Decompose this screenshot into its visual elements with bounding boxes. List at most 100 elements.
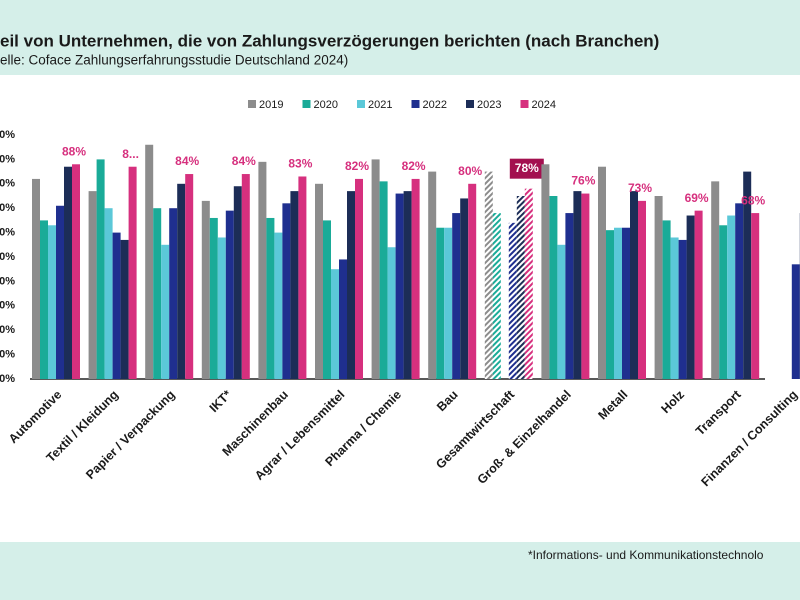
bar: [298, 176, 307, 379]
y-tick-label: 90%: [0, 153, 15, 165]
bar: [694, 210, 703, 379]
bar: [565, 213, 574, 379]
bar: [638, 200, 646, 379]
bar: [161, 244, 170, 379]
bar: [225, 210, 234, 379]
bar: [274, 232, 283, 379]
x-tick-label: IKT*: [207, 387, 235, 415]
bar: [403, 191, 412, 379]
bar: [185, 174, 194, 379]
bar: [630, 191, 638, 379]
legend-label: 2019: [259, 99, 283, 111]
bar: [379, 181, 388, 379]
bar: [233, 186, 242, 379]
bar: [581, 193, 590, 379]
bar: [347, 191, 355, 379]
bar: [686, 215, 695, 379]
bar: [460, 198, 469, 379]
bar: [331, 269, 339, 379]
x-tick-label-group: Automotive: [6, 388, 65, 447]
x-tick-label-group: Metall: [595, 388, 630, 423]
legend-label: 2024: [532, 99, 556, 111]
value-label: 78%: [515, 161, 539, 175]
x-tick-label: Transport: [693, 387, 744, 438]
bar: [48, 225, 56, 379]
bar: [516, 196, 525, 379]
x-tick-label: Automotive: [6, 388, 65, 447]
bar: [395, 193, 404, 379]
x-tick-label: Holz: [658, 388, 687, 417]
bar: [549, 196, 558, 379]
bar: [104, 208, 113, 379]
bar: [96, 159, 105, 379]
footer-band: [0, 542, 800, 600]
legend-swatch: [357, 100, 365, 108]
bar: [112, 232, 121, 379]
bar: [258, 161, 267, 379]
value-label: 8...: [122, 147, 139, 161]
bar: [573, 191, 582, 379]
footnote: *Informations- und Kommunikationstechnol…: [528, 548, 764, 562]
bar: [120, 239, 129, 379]
bar: [209, 217, 218, 379]
x-tick-label-group: Bau: [434, 388, 461, 415]
bar: [751, 213, 760, 379]
bar: [452, 213, 461, 379]
bar: [290, 191, 299, 379]
bar: [662, 220, 671, 379]
bar: [492, 213, 501, 379]
y-tick-label: 70%: [0, 202, 15, 214]
x-tick-label-group: Groß- & Einzelhandel: [475, 388, 574, 487]
bar: [727, 215, 736, 379]
legend-label: 2020: [314, 99, 338, 111]
bar: [201, 200, 210, 379]
bar: [217, 237, 226, 379]
value-label: 88%: [62, 144, 86, 158]
legend-swatch: [248, 100, 256, 108]
x-tick-label-group: Holz: [658, 388, 687, 417]
x-tick-label-group: IKT*: [207, 387, 235, 415]
bar: [791, 264, 800, 379]
legend-label: 2023: [477, 99, 501, 111]
x-tick-label: Bau: [434, 388, 461, 415]
y-tick-label: 50%: [0, 251, 15, 263]
value-label: 84%: [175, 154, 199, 168]
bar: [411, 178, 420, 379]
bar: [614, 227, 622, 379]
legend-swatch: [411, 100, 420, 108]
bar: [32, 178, 40, 379]
value-label: 68%: [741, 193, 765, 207]
bar: [557, 244, 566, 379]
legend-swatch: [466, 100, 474, 108]
bar: [606, 230, 614, 379]
bar: [743, 171, 752, 379]
bar: [72, 164, 80, 379]
x-tick-label: Finanzen / Consulting: [699, 388, 800, 490]
bar: [387, 247, 396, 379]
header-band: [0, 0, 800, 75]
y-tick-label: 10%: [0, 349, 15, 361]
bar: [719, 225, 728, 379]
x-tick-label-group: Transport: [693, 387, 744, 438]
bar: [40, 220, 48, 379]
value-label: 82%: [345, 159, 369, 173]
legend-swatch: [520, 100, 529, 108]
bar: [654, 196, 663, 379]
bar: [64, 166, 72, 379]
bar: [428, 171, 437, 379]
value-label-box: [509, 158, 544, 179]
bar: [524, 188, 533, 379]
bar: [282, 203, 291, 379]
bar: [88, 191, 97, 379]
y-tick-label: 60%: [0, 227, 15, 239]
legend-label: 2021: [368, 99, 392, 111]
bar: [711, 181, 720, 379]
value-label: 76%: [571, 174, 595, 188]
value-label: 82%: [402, 159, 426, 173]
bar: [678, 239, 687, 379]
bar: [153, 208, 162, 379]
x-tick-label: Groß- & Einzelhandel: [475, 388, 574, 487]
value-label: 83%: [288, 157, 312, 171]
x-tick-label-group: Finanzen / Consulting: [699, 388, 800, 490]
bar: [598, 166, 606, 379]
